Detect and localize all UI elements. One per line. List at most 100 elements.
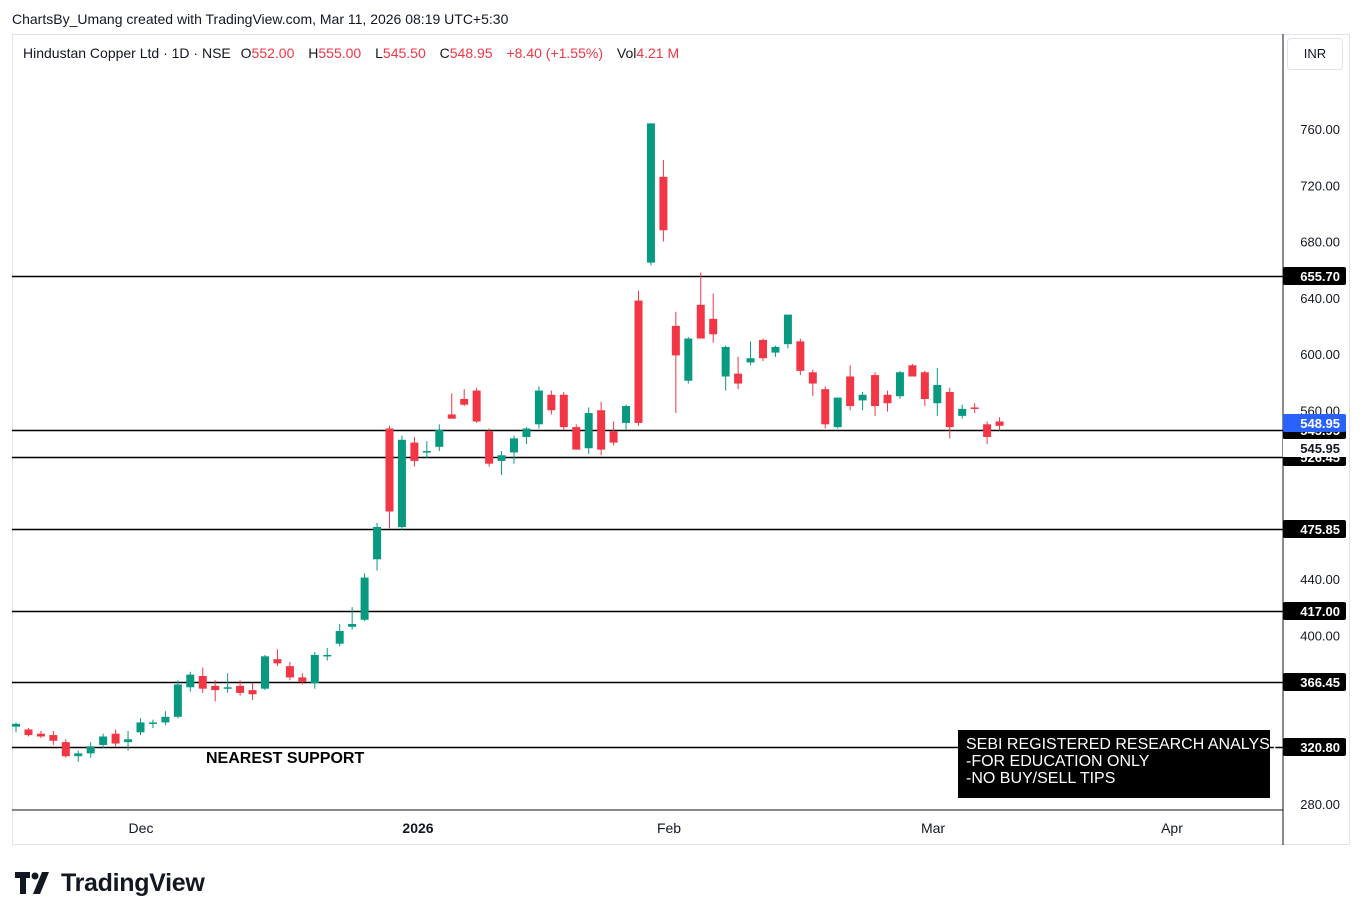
candle-body	[298, 677, 307, 682]
chart-frame	[12, 34, 1350, 845]
candle-body	[696, 304, 705, 339]
candle	[435, 424, 444, 452]
candle	[248, 683, 257, 700]
candle	[385, 425, 394, 529]
candle-body	[534, 390, 543, 425]
candle-body	[871, 375, 880, 407]
currency-button[interactable]: INR	[1287, 38, 1343, 70]
y-tick-label: 720.00	[1300, 178, 1340, 193]
candle	[796, 338, 805, 376]
candle-body	[49, 735, 58, 741]
symbol-legend: Hindustan Copper Ltd · 1D · NSE O552.00 …	[23, 45, 689, 61]
candle-body	[447, 414, 456, 419]
candle-body	[622, 406, 631, 423]
candle-body	[460, 399, 469, 405]
level-tag-bg	[1283, 738, 1346, 756]
candle-body	[348, 624, 357, 627]
disclaimer-box: SEBI REGISTERED RESEARCH ANALYST -FOR ED…	[958, 730, 1280, 798]
candle-body	[771, 346, 780, 353]
volume-value: 4.21 M	[636, 45, 680, 61]
candle-body	[61, 742, 70, 757]
y-tick-label: 640.00	[1300, 291, 1340, 306]
candle	[373, 522, 382, 571]
candle	[12, 722, 20, 733]
high-value: 555.00	[318, 45, 362, 61]
open-value: 552.00	[251, 45, 295, 61]
candle	[148, 719, 157, 729]
candle	[472, 387, 481, 423]
candle	[186, 671, 195, 692]
candle-body	[385, 428, 394, 512]
candle	[908, 363, 917, 377]
last-price-tag: 548.95	[1300, 416, 1340, 431]
candle	[970, 403, 979, 414]
candle-body	[522, 428, 531, 437]
candle	[99, 733, 108, 748]
tradingview-logo-icon	[15, 872, 49, 894]
candle-body	[485, 431, 494, 464]
candle	[746, 341, 755, 366]
candle	[198, 667, 207, 693]
candle-body	[173, 684, 182, 717]
candle	[522, 427, 531, 444]
candle-body	[883, 394, 892, 404]
candle-body	[261, 656, 269, 689]
disclaimer-line: -NO BUY/SELL TIPS	[966, 770, 1116, 787]
last-price-tag-bg	[1283, 414, 1346, 432]
candle-body	[223, 687, 232, 689]
candle-body	[734, 373, 743, 384]
candle-body	[435, 429, 444, 447]
candle-body	[373, 526, 382, 560]
candle	[771, 345, 780, 357]
level-tag: 320.80	[1300, 740, 1340, 755]
tradingview-logo-text: TradingView	[61, 868, 205, 897]
high-label: H	[308, 45, 319, 61]
disclaimer-line: -FOR EDUCATION ONLY	[966, 753, 1150, 770]
candle	[360, 573, 369, 622]
candle	[335, 624, 344, 647]
candle	[721, 345, 730, 391]
candle-body	[559, 394, 568, 428]
candle-body	[983, 424, 992, 437]
candle-body	[646, 123, 655, 263]
candle-body	[397, 439, 406, 527]
candle-body	[410, 442, 419, 461]
candle	[49, 730, 58, 745]
candle-body	[833, 397, 842, 428]
candle-body	[186, 674, 195, 688]
candle-body	[310, 654, 319, 684]
candle-body	[111, 733, 120, 744]
candle-body	[721, 346, 730, 377]
candle	[634, 290, 643, 426]
x-tick-label: Apr	[1161, 820, 1183, 836]
candle	[136, 718, 145, 736]
candle-body	[671, 325, 680, 356]
candle-body	[933, 384, 942, 404]
candle-body	[472, 390, 481, 422]
disclaimer-line: SEBI REGISTERED RESEARCH ANALYST	[966, 736, 1280, 753]
level-tag: 417.00	[1300, 604, 1340, 619]
candle	[236, 680, 245, 696]
candle-body	[497, 455, 506, 461]
candle-body	[86, 746, 95, 754]
candle	[422, 441, 431, 459]
candle	[111, 729, 120, 747]
candle	[895, 370, 904, 399]
y-tick-labels: 280.00400.00440.00560.00600.00640.00680.…	[1300, 122, 1340, 812]
volume-label: Vol	[616, 45, 637, 61]
level-tag-bg	[1283, 673, 1346, 691]
candle-body	[547, 394, 556, 411]
candle-body	[796, 341, 805, 371]
level-tag: 366.45	[1300, 675, 1340, 690]
candle	[920, 370, 929, 407]
candle-body	[746, 358, 755, 363]
tradingview-logo[interactable]: TradingView	[15, 868, 205, 898]
x-tick-label: Dec	[129, 820, 154, 836]
candle	[36, 730, 45, 738]
x-tick-labels: Dec 2026 Feb Mar Apr	[129, 820, 1184, 836]
symbol-title[interactable]: Hindustan Copper Ltd · 1D · NSE	[23, 45, 231, 61]
candle	[348, 607, 357, 630]
candle-body	[808, 372, 817, 384]
candle-body	[920, 372, 929, 399]
candles	[12, 123, 1004, 762]
